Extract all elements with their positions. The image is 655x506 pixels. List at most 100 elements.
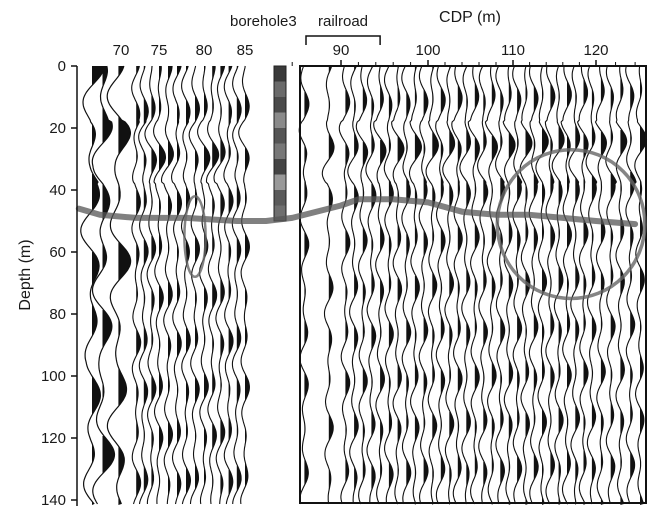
trace-fill bbox=[151, 66, 157, 490]
trace-wiggle bbox=[153, 65, 167, 505]
trace-fill bbox=[362, 88, 368, 482]
trace-wiggle bbox=[197, 65, 211, 505]
anomaly-circle-large bbox=[495, 147, 647, 301]
trace-wiggle bbox=[544, 65, 556, 505]
trace-wiggle bbox=[138, 65, 149, 505]
trace-wiggle bbox=[512, 65, 523, 505]
trace-wiggle bbox=[338, 65, 351, 505]
trace-wiggle bbox=[459, 65, 472, 505]
borehole-segment bbox=[274, 159, 286, 175]
trace-wiggle bbox=[365, 65, 377, 505]
trace-fill bbox=[143, 66, 149, 494]
trace-wiggle bbox=[401, 65, 412, 505]
trace-fill bbox=[236, 66, 242, 492]
trace-wiggle bbox=[576, 65, 589, 505]
trace-wiggle bbox=[373, 65, 387, 505]
railroad-label: railroad bbox=[318, 13, 368, 30]
trace-fill bbox=[466, 66, 471, 505]
trace-wiggle bbox=[144, 65, 158, 504]
trace-wiggle bbox=[585, 65, 598, 505]
y-tick-label: 120 bbox=[41, 430, 66, 447]
trace-wiggle bbox=[238, 65, 250, 505]
railroad-bracket bbox=[305, 35, 381, 45]
y-axis: 0 20 40 60 80 100 120 140 bbox=[41, 58, 78, 506]
trace-fill bbox=[328, 66, 334, 492]
trace-fill bbox=[432, 66, 439, 505]
y-tick-label: 100 bbox=[41, 368, 66, 385]
y-tick-label: 0 bbox=[58, 58, 66, 75]
trace-fill bbox=[491, 82, 498, 505]
x-tick-label: 90 bbox=[333, 42, 350, 59]
trace-wiggle bbox=[106, 65, 132, 505]
trace-wiggle bbox=[560, 65, 572, 505]
trace-wiggle bbox=[435, 65, 446, 505]
borehole-column bbox=[273, 65, 287, 222]
trace-wiggle bbox=[495, 65, 506, 505]
trace-wiggle bbox=[171, 65, 183, 505]
trace-wiggle bbox=[180, 65, 192, 505]
trace-fill bbox=[449, 66, 455, 505]
trace-fill bbox=[380, 66, 386, 480]
trace-fill bbox=[542, 66, 549, 505]
trace-wiggle bbox=[535, 65, 549, 505]
y-tick-label: 80 bbox=[49, 306, 66, 323]
trace-wiggle bbox=[594, 65, 607, 505]
y-tick-label: 140 bbox=[41, 492, 66, 506]
trace-fill bbox=[159, 66, 166, 488]
borehole-segment bbox=[274, 128, 286, 144]
trace-wiggle bbox=[477, 65, 489, 505]
borehole-segment bbox=[274, 81, 286, 97]
trace-fill bbox=[371, 66, 376, 492]
trace-wiggle bbox=[131, 65, 142, 505]
borehole-label: borehole3 bbox=[230, 13, 297, 30]
x-axis-label: CDP (m) bbox=[439, 9, 501, 26]
x-tick-label: 80 bbox=[196, 42, 213, 59]
anomaly-ellipse-small bbox=[183, 194, 207, 279]
x-tick-label: 110 bbox=[501, 42, 525, 59]
trace-wiggle bbox=[298, 65, 310, 505]
trace-wiggle bbox=[425, 65, 439, 505]
seismic-traces bbox=[80, 65, 648, 505]
trace-fill bbox=[204, 66, 210, 488]
x-tick-label: 75 bbox=[151, 42, 168, 59]
y-tick-label: 20 bbox=[49, 120, 66, 137]
trace-wiggle bbox=[160, 65, 174, 505]
trace-wiggle bbox=[615, 65, 628, 505]
x-tick-label: 70 bbox=[113, 42, 130, 59]
trace-wiggle bbox=[408, 65, 422, 505]
trace-wiggle bbox=[188, 65, 200, 505]
right-panel-frame bbox=[299, 65, 647, 504]
trace-wiggle bbox=[391, 65, 405, 505]
trace-wiggle bbox=[347, 65, 359, 505]
y-tick-label: 60 bbox=[49, 244, 66, 261]
borehole-segment bbox=[274, 66, 286, 82]
trace-wiggle bbox=[551, 65, 565, 505]
trace-wiggle bbox=[321, 65, 335, 505]
trace-fill bbox=[508, 66, 515, 505]
y-axis-label: Depth (m) bbox=[17, 239, 34, 310]
trace-fill bbox=[136, 66, 141, 498]
trace-wiggle bbox=[355, 65, 369, 505]
x-axis: 70 75 80 85 90 100 110 120 bbox=[113, 42, 636, 66]
trace-fill bbox=[483, 94, 488, 488]
trace-wiggle bbox=[568, 65, 581, 505]
borehole-segment bbox=[274, 174, 286, 190]
trace-wiggle bbox=[467, 65, 480, 505]
trace-fill bbox=[640, 80, 647, 505]
borehole-segment bbox=[274, 112, 286, 128]
x-tick-label: 120 bbox=[583, 42, 608, 59]
trace-fill bbox=[500, 90, 505, 486]
trace-fill bbox=[92, 66, 105, 505]
trace-wiggle bbox=[451, 65, 463, 505]
x-tick-label: 85 bbox=[237, 42, 254, 59]
trace-wiggle bbox=[625, 65, 637, 505]
borehole-segment bbox=[274, 143, 286, 159]
trace-wiggle bbox=[418, 65, 429, 505]
trace-wiggle bbox=[442, 65, 456, 505]
y-tick-label: 40 bbox=[49, 182, 66, 199]
trace-wiggle bbox=[205, 66, 220, 505]
trace-fill bbox=[591, 90, 597, 505]
borehole-segment bbox=[274, 190, 286, 206]
trace-wiggle bbox=[80, 65, 105, 505]
